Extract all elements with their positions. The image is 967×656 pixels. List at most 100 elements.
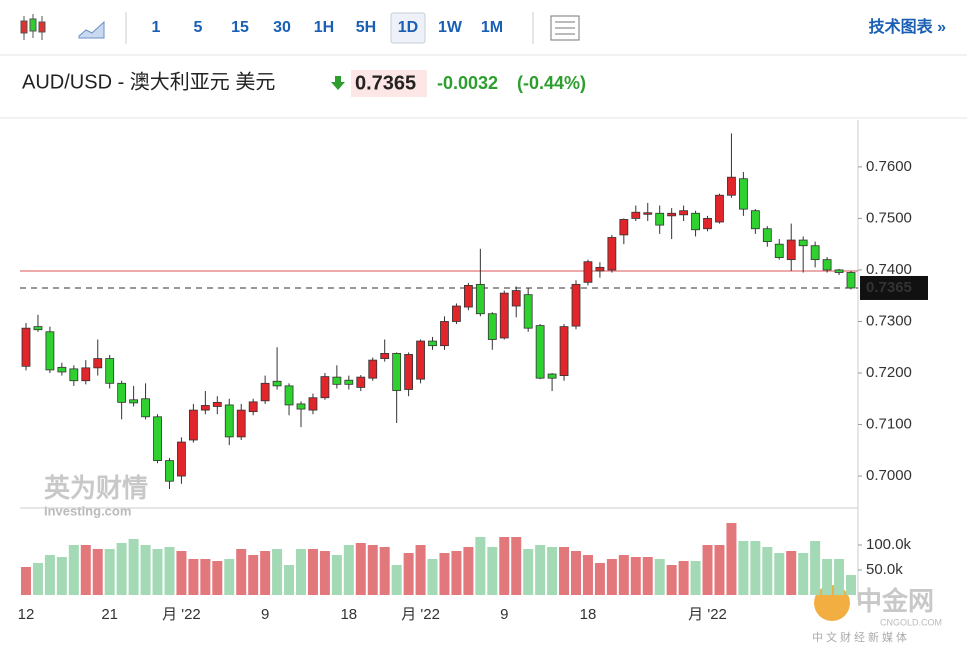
interval-button[interactable]: 5 [194,19,203,36]
interval-button[interactable]: 1M [481,19,503,36]
watermark: 中文财经新媒体 [812,630,910,644]
volume-bar [822,559,833,595]
volume-bar [427,559,438,595]
volume-bar [774,553,785,595]
tech-chart-link[interactable]: 技术图表 » [869,17,946,36]
change-pct: (-0.44%) [517,73,586,93]
candle-body [547,373,557,379]
watermark: Investing.com [44,503,131,518]
candle-icon[interactable] [20,14,46,40]
y-tick-label: 0.7100 [866,415,912,432]
volume-bar [80,545,91,595]
volume-bar [523,549,534,595]
toolbar-bg [0,0,967,55]
volume-bar [439,553,450,595]
volume-bar [786,551,797,595]
interval-button[interactable]: 1 [152,19,161,36]
candle-body [475,283,485,315]
candle-body [141,398,150,418]
candle-body [559,326,569,376]
candle-body [368,359,378,379]
volume-bar [571,551,581,595]
candle-body [786,239,796,261]
candle-body [452,305,461,322]
volume-bar [403,553,414,595]
candle-body [57,366,67,373]
volume-bar [726,523,737,595]
toolbar: 技术图表 » [0,0,967,55]
candle-body [738,178,748,210]
candle-body [499,292,509,339]
volume-bar [415,545,426,595]
interval-button[interactable]: 5H [356,19,376,36]
candle-body [200,405,210,411]
candle-body [272,380,282,387]
candle-body [703,218,712,230]
candle-body [404,354,414,390]
candle-body [428,340,437,347]
volume-bar [152,549,163,595]
candle-body [129,399,139,404]
y-tick-label: 0.7600 [866,158,912,175]
volume-bar [618,555,629,595]
volume-bar [343,545,354,595]
volume-bar [606,559,617,595]
volume-bar [702,545,713,595]
volume-bar [499,537,510,595]
volume-bar [104,549,115,595]
candle-body [440,321,449,347]
candle-body [523,294,533,329]
candle-body [655,212,665,226]
line-icon[interactable] [78,20,105,39]
table-icon[interactable] [550,15,580,41]
candle-body [487,313,497,340]
y-tick-label: 0.7200 [866,364,912,381]
volume-bar [44,555,55,595]
volume-bar [714,545,725,595]
candle-body [33,326,43,331]
interval-button[interactable]: 1D [398,19,418,36]
volume-bar [750,541,761,595]
candle-body [667,212,677,217]
watermark: 英为财情 [44,473,148,503]
volume-bar [68,545,79,595]
volume-bar [200,559,211,595]
interval-button[interactable]: 30 [273,19,291,36]
volume-bar [846,575,856,595]
candle-body [177,441,186,477]
x-tick-label: 9 [500,606,508,623]
volume-bar [379,547,390,595]
volume-tick-label: 100.0k [866,536,912,553]
volume-bar [391,565,402,595]
candle-body [69,368,79,382]
interval-button[interactable]: 15 [231,19,249,36]
last-price-label: 0.7365 [866,279,912,296]
candle-body [212,401,222,407]
candle-body [727,176,736,196]
volume-bar [738,541,749,595]
candle-body [356,376,366,388]
volume-bar [678,561,689,595]
candle-body [810,245,820,261]
x-tick-label: 月 '22 [688,606,727,623]
candle-body [332,376,342,385]
volume-bar [666,565,677,595]
x-tick-label: 18 [580,606,597,623]
volume-bar [487,547,498,595]
volume-bar [128,539,139,595]
candle-body [296,403,306,410]
volume-bar [236,549,247,595]
down-arrow [331,76,345,90]
candle-body [117,382,127,403]
volume-bar [296,549,306,595]
volume-bar [630,557,641,595]
interval-button[interactable]: 1H [314,19,334,36]
x-tick-label: 12 [18,606,35,623]
interval-button[interactable]: 1W [438,19,463,36]
volume-bar [284,565,295,595]
volume-bar [762,547,773,595]
candle-body [834,269,844,273]
candle-body [715,194,724,223]
volume-bar [212,561,223,595]
volume-bar [355,543,366,595]
